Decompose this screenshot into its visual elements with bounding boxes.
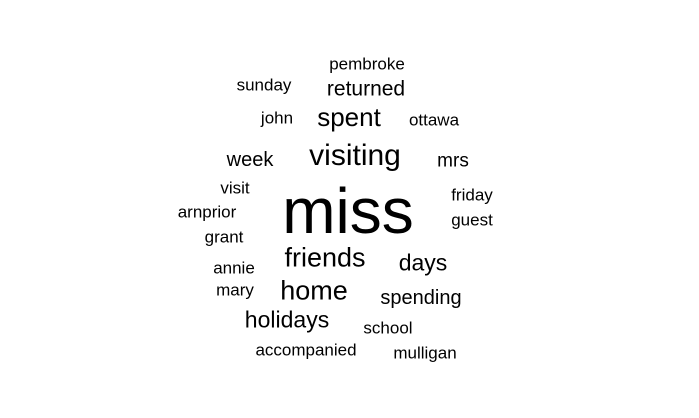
word-days: days bbox=[398, 249, 448, 276]
word-week: week bbox=[226, 149, 274, 171]
word-visit: visit bbox=[220, 178, 250, 198]
word-school: school bbox=[363, 318, 413, 338]
word-spent: spent bbox=[317, 102, 381, 132]
word-guest: guest bbox=[451, 210, 493, 230]
word-returned: returned bbox=[326, 77, 406, 101]
word-mrs: mrs bbox=[437, 150, 469, 172]
word-grant: grant bbox=[204, 227, 244, 247]
word-sunday: sunday bbox=[236, 75, 292, 95]
word-annie: annie bbox=[213, 258, 255, 278]
word-mulligan: mulligan bbox=[393, 343, 457, 363]
word-accompanied: accompanied bbox=[255, 340, 357, 360]
word-spending: spending bbox=[380, 287, 462, 309]
word-pembroke: pembroke bbox=[329, 54, 405, 74]
word-mary: mary bbox=[216, 280, 254, 300]
word-visiting: visiting bbox=[309, 139, 401, 172]
word-arnprior: arnprior bbox=[177, 202, 237, 222]
word-holidays: holidays bbox=[244, 306, 330, 333]
word-miss: miss bbox=[282, 175, 414, 247]
word-home: home bbox=[280, 275, 348, 306]
word-ottawa: ottawa bbox=[408, 110, 460, 130]
word-john: john bbox=[260, 108, 294, 128]
word-friends: friends bbox=[284, 242, 366, 273]
word-friday: friday bbox=[451, 185, 493, 205]
